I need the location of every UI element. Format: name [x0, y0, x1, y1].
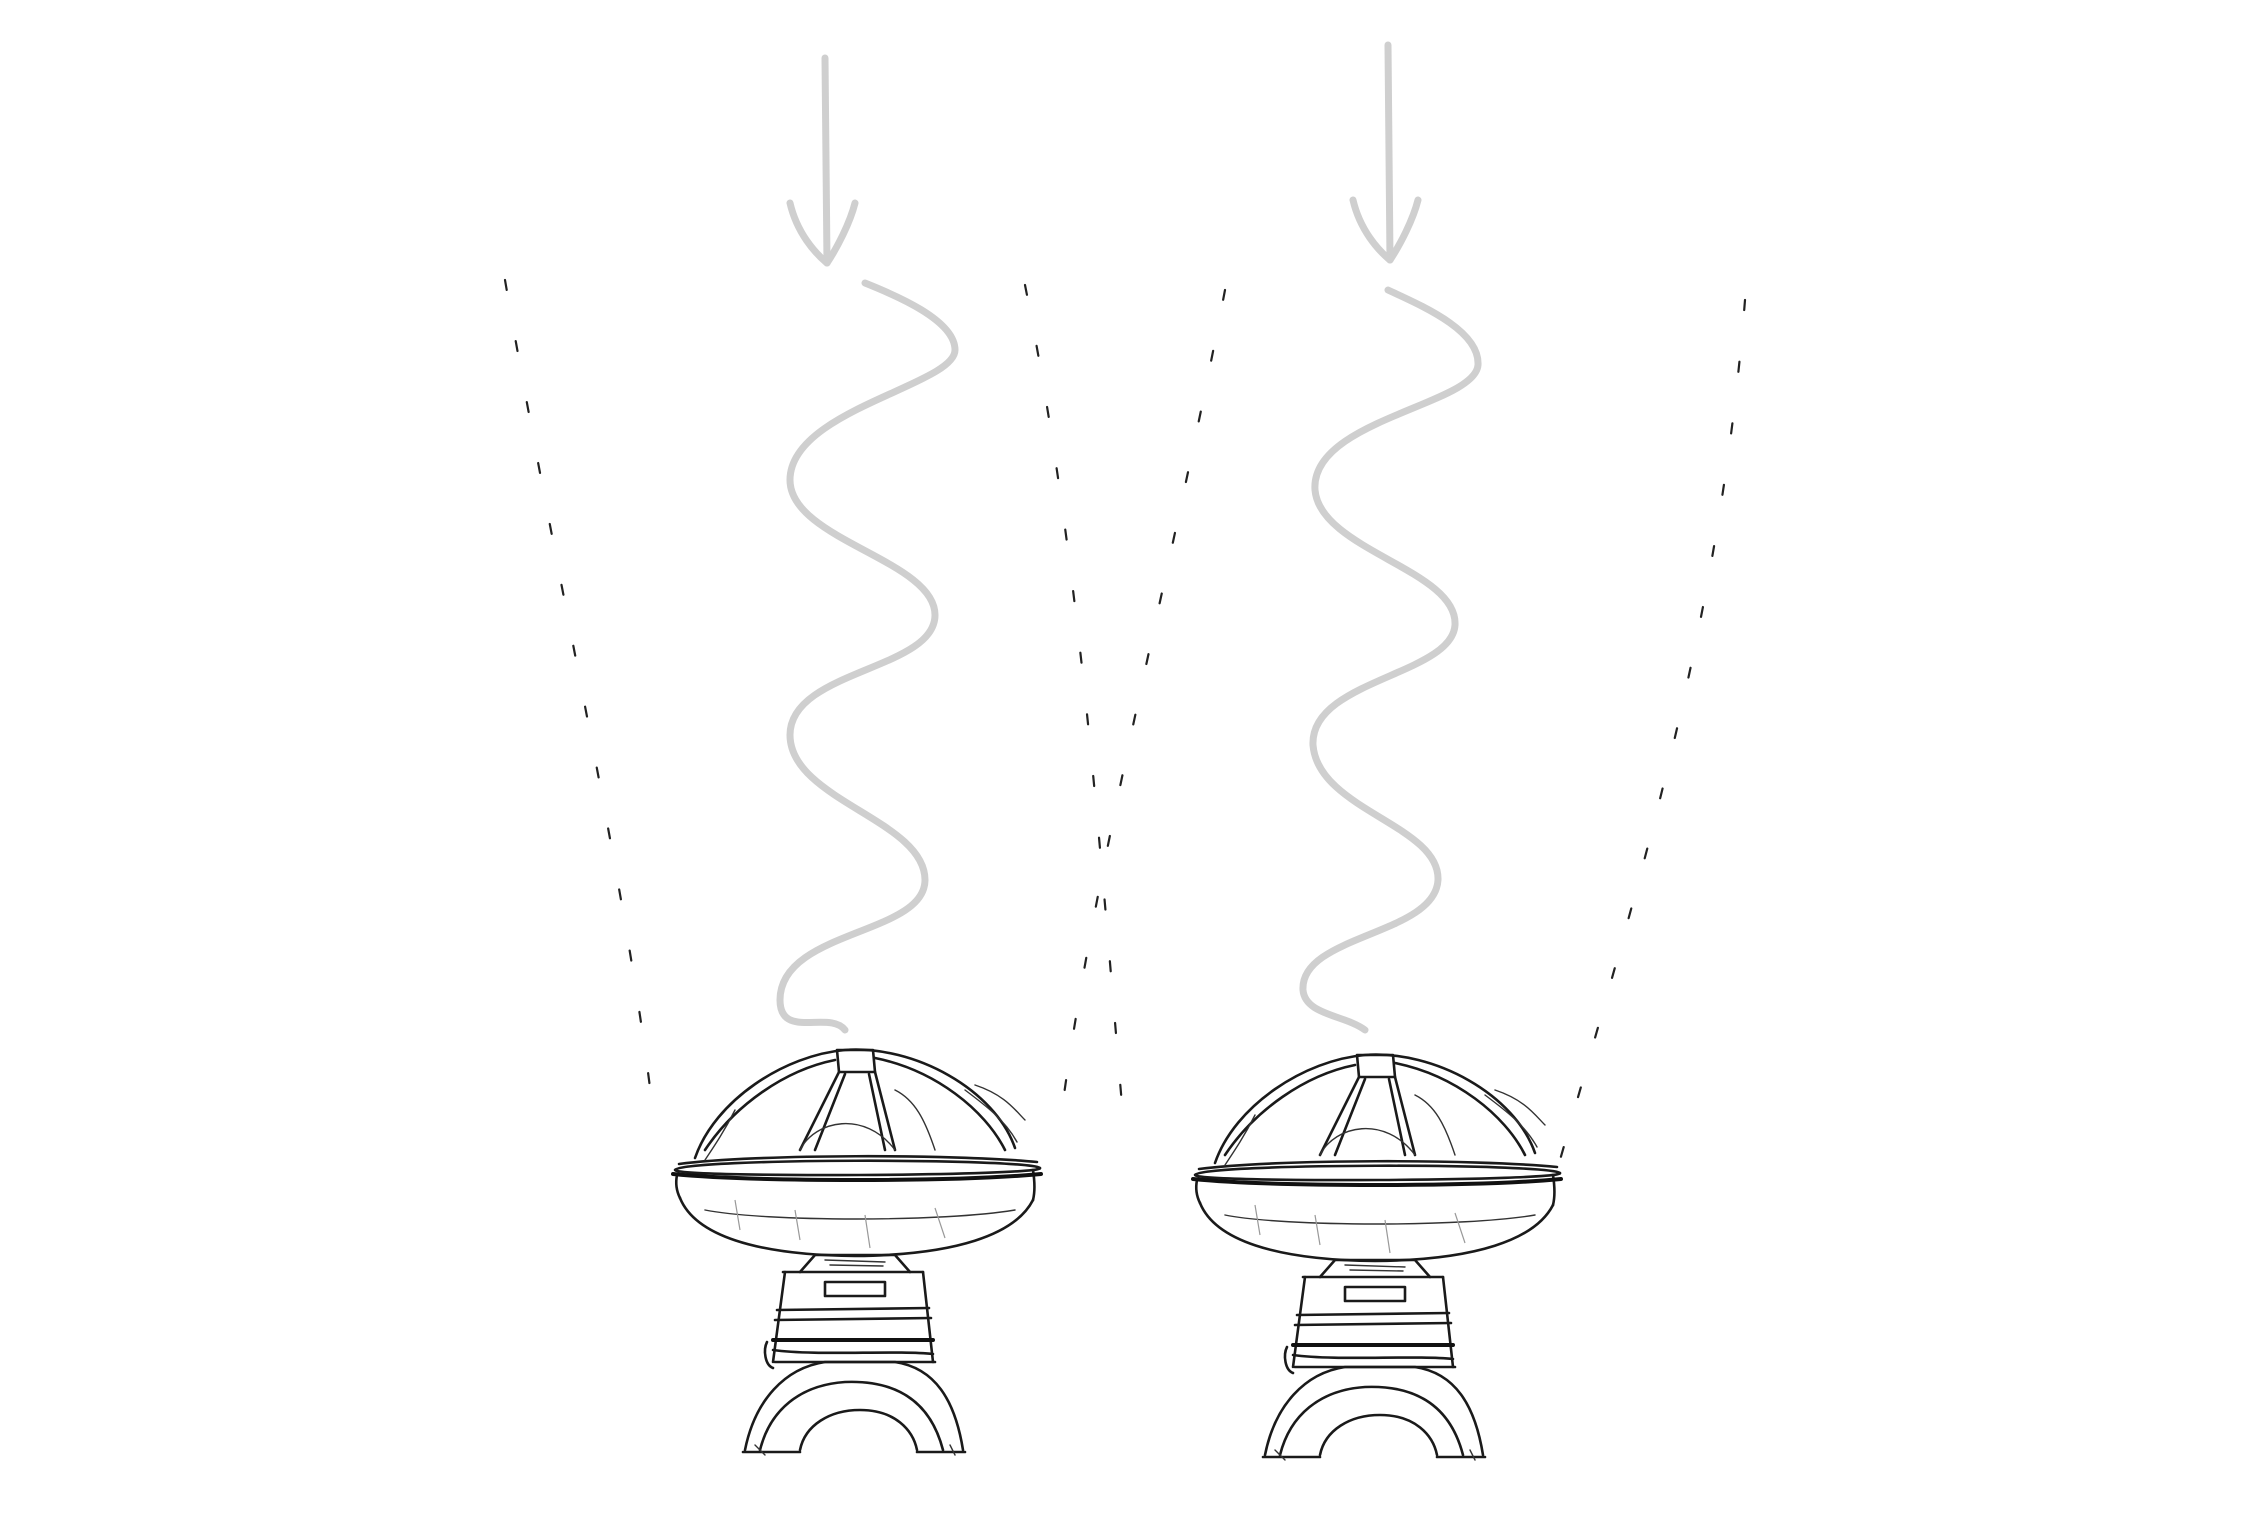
radio-dish-icon	[1191, 1052, 1563, 1462]
radio-telescope-right	[1056, 41, 1747, 1462]
radio-telescope-left	[503, 54, 1127, 1457]
arrow-down-icon	[1349, 41, 1422, 264]
beam-boundary-right-outer	[1056, 288, 1227, 1142]
arrow-down-icon	[786, 54, 859, 267]
beam-boundary-left-outer	[503, 278, 657, 1132]
radio-wave-icon	[776, 279, 959, 1034]
beam-boundary-right-inner	[1558, 298, 1747, 1162]
radio-dish-icon	[671, 1047, 1043, 1457]
radio-wave-icon	[1299, 286, 1482, 1034]
beam-boundary-left-inner	[1023, 283, 1127, 1142]
